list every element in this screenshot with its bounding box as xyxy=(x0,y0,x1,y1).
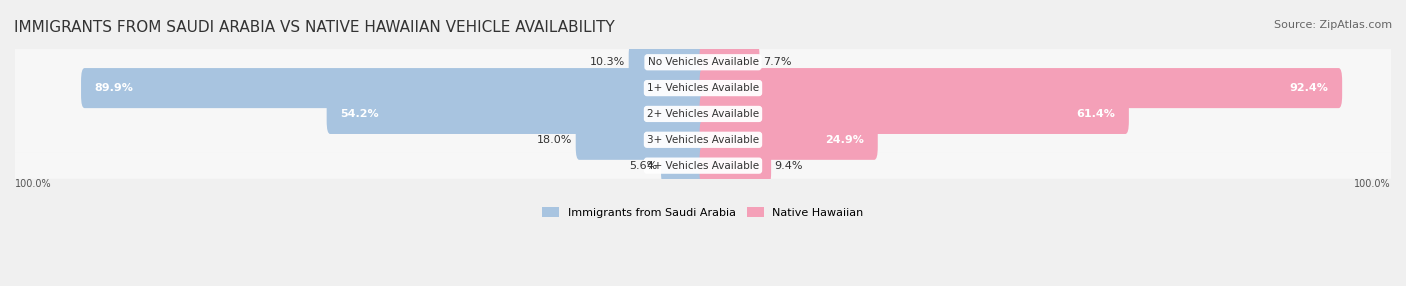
FancyBboxPatch shape xyxy=(82,68,706,108)
Text: 18.0%: 18.0% xyxy=(537,135,572,145)
Text: 24.9%: 24.9% xyxy=(825,135,865,145)
FancyBboxPatch shape xyxy=(326,94,706,134)
FancyBboxPatch shape xyxy=(700,68,1343,108)
Text: 100.0%: 100.0% xyxy=(1354,178,1391,188)
FancyBboxPatch shape xyxy=(15,101,1391,127)
Text: Source: ZipAtlas.com: Source: ZipAtlas.com xyxy=(1274,20,1392,30)
FancyBboxPatch shape xyxy=(15,75,1391,101)
Text: 10.3%: 10.3% xyxy=(591,57,626,67)
Text: 1+ Vehicles Available: 1+ Vehicles Available xyxy=(647,83,759,93)
Text: IMMIGRANTS FROM SAUDI ARABIA VS NATIVE HAWAIIAN VEHICLE AVAILABILITY: IMMIGRANTS FROM SAUDI ARABIA VS NATIVE H… xyxy=(14,20,614,35)
Text: 92.4%: 92.4% xyxy=(1289,83,1329,93)
Text: 7.7%: 7.7% xyxy=(763,57,792,67)
FancyBboxPatch shape xyxy=(15,49,1391,76)
FancyBboxPatch shape xyxy=(700,120,877,160)
FancyBboxPatch shape xyxy=(700,146,770,186)
Text: 61.4%: 61.4% xyxy=(1076,109,1115,119)
FancyBboxPatch shape xyxy=(15,127,1391,153)
FancyBboxPatch shape xyxy=(15,152,1391,179)
Text: 4+ Vehicles Available: 4+ Vehicles Available xyxy=(647,161,759,171)
Text: 100.0%: 100.0% xyxy=(15,178,52,188)
Legend: Immigrants from Saudi Arabia, Native Hawaiian: Immigrants from Saudi Arabia, Native Haw… xyxy=(538,202,868,222)
Text: 2+ Vehicles Available: 2+ Vehicles Available xyxy=(647,109,759,119)
Text: No Vehicles Available: No Vehicles Available xyxy=(648,57,758,67)
FancyBboxPatch shape xyxy=(700,42,759,82)
FancyBboxPatch shape xyxy=(700,94,1129,134)
Text: 3+ Vehicles Available: 3+ Vehicles Available xyxy=(647,135,759,145)
FancyBboxPatch shape xyxy=(575,120,706,160)
Text: 9.4%: 9.4% xyxy=(775,161,803,171)
Text: 54.2%: 54.2% xyxy=(340,109,380,119)
FancyBboxPatch shape xyxy=(628,42,706,82)
FancyBboxPatch shape xyxy=(661,146,706,186)
Text: 5.6%: 5.6% xyxy=(630,161,658,171)
Text: 89.9%: 89.9% xyxy=(94,83,134,93)
